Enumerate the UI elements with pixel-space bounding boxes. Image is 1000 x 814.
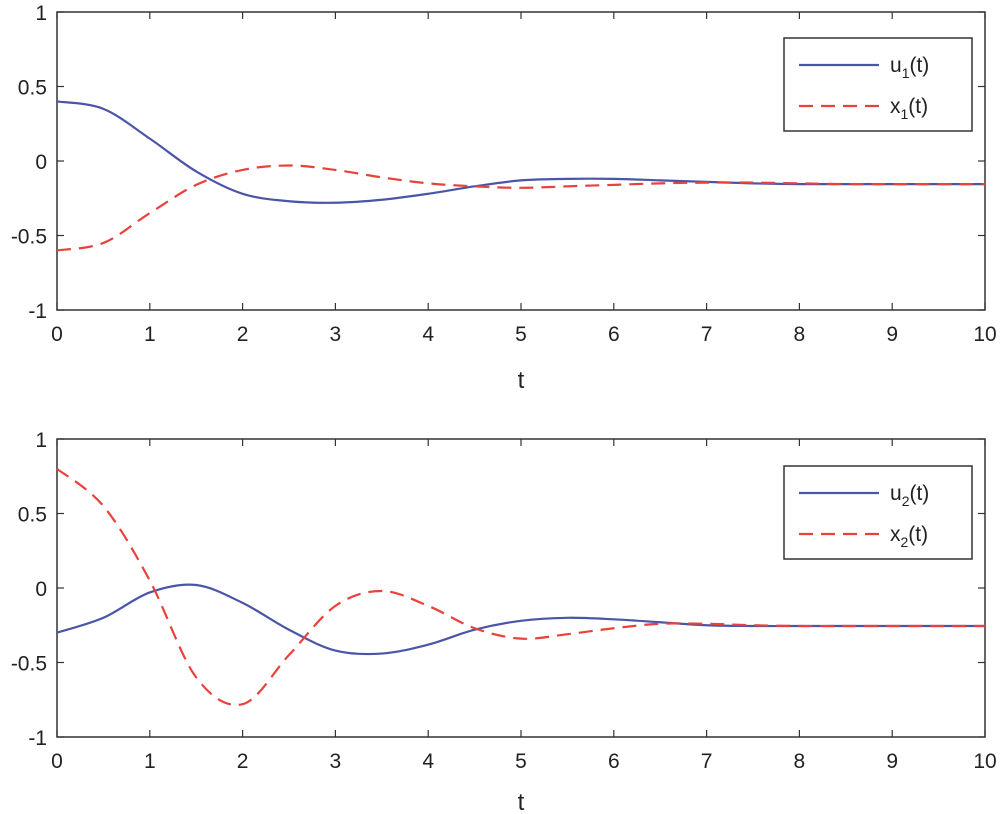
series-line-1-2 xyxy=(56,164,985,252)
x-tick-label: 7 xyxy=(701,750,713,773)
y-tick-label: -1 xyxy=(28,300,47,323)
legend-entry: x2(t) xyxy=(890,523,928,550)
legend-entry: u1(t) xyxy=(890,54,929,81)
x-tick-label: 5 xyxy=(515,323,527,346)
x-tick-label: 7 xyxy=(701,323,713,346)
x-tick-label: 4 xyxy=(422,323,434,346)
legend-entry: x1(t) xyxy=(890,95,928,122)
y-tick-label: -1 xyxy=(28,727,47,750)
y-tick-label: 1 xyxy=(35,429,47,452)
legend-box xyxy=(783,37,973,132)
chart-panel-1: 0 1 2 3 4 5 6 7 8 9 10 1 0.5 0 -0.5 -1 t u1(t) x1(t) xyxy=(11,2,997,394)
x-tick-label: 5 xyxy=(515,750,527,773)
legend-entry: u2(t) xyxy=(890,482,929,509)
chart-panel-2: 0 1 2 3 4 5 6 7 8 9 10 1 0.5 0 -0.5 -1 t u2(t) x2(t) xyxy=(11,429,997,814)
x-tick-label: 9 xyxy=(886,750,898,773)
y-tick-label: 0.5 xyxy=(18,77,47,100)
x-axis-label: t xyxy=(518,367,525,394)
y-tick-label: -0.5 xyxy=(11,226,47,249)
x-tick-label: 1 xyxy=(144,323,156,346)
x-tick-label: 3 xyxy=(330,750,342,773)
x-tick-label: 4 xyxy=(422,750,434,773)
series-line-2-2 xyxy=(56,467,985,707)
x-tick-label: 3 xyxy=(330,323,342,346)
y-tick-label: 0 xyxy=(35,151,47,174)
x-tick-label: 9 xyxy=(886,323,898,346)
x-tick-label: 8 xyxy=(794,750,806,773)
legend: u1(t) x1(t) xyxy=(783,37,973,132)
x-tick-label: 6 xyxy=(608,323,620,346)
y-tick-label: 0.5 xyxy=(18,504,47,527)
x-tick-label: 10 xyxy=(973,750,996,773)
y-tick-label: 1 xyxy=(35,2,47,25)
y-tick-label: -0.5 xyxy=(11,653,47,676)
x-tick-label: 2 xyxy=(237,750,249,773)
x-axis-label: t xyxy=(518,789,525,814)
x-tick-label: 0 xyxy=(51,323,63,346)
x-tick-label: 10 xyxy=(973,323,996,346)
x-tick-label: 1 xyxy=(144,750,156,773)
x-tick-label: 2 xyxy=(237,323,249,346)
x-tick-label: 8 xyxy=(794,323,806,346)
legend-box xyxy=(783,465,973,560)
x-tick-label: 6 xyxy=(608,750,620,773)
y-tick-label: 0 xyxy=(35,578,47,601)
x-tick-label: 0 xyxy=(51,750,63,773)
legend: u2(t) x2(t) xyxy=(783,465,973,560)
